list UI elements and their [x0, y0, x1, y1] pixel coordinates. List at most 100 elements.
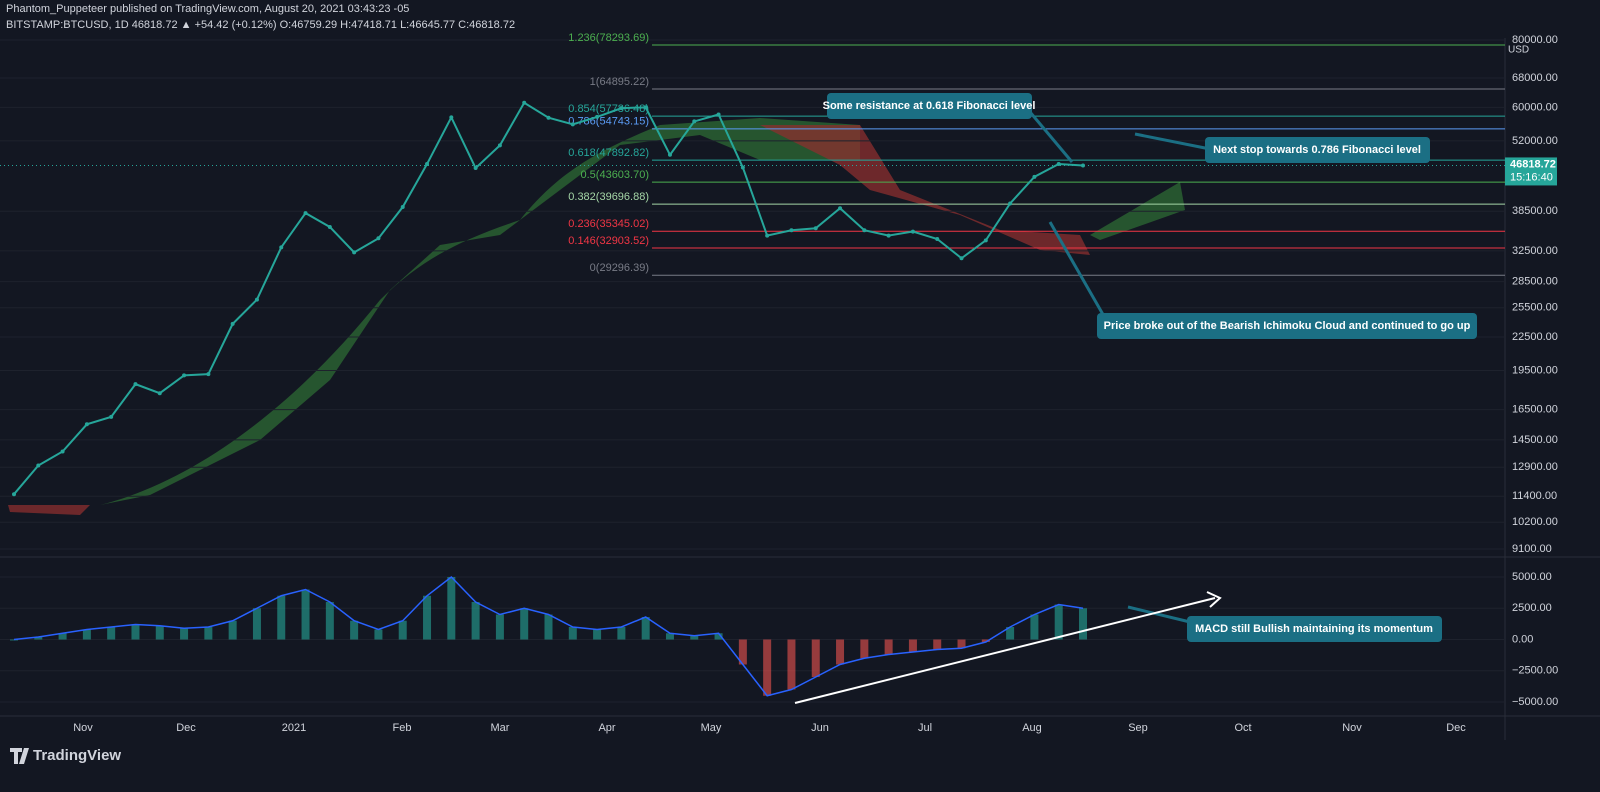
macd-bar	[544, 614, 553, 640]
macd-bar	[908, 639, 917, 652]
price-point	[983, 238, 988, 243]
last-price-box	[1505, 157, 1557, 186]
last-price-label: 46818.72	[1510, 158, 1556, 170]
price-point	[643, 105, 648, 110]
price-point	[522, 100, 527, 105]
macd-bar	[568, 627, 577, 640]
macd-bar	[957, 639, 966, 649]
annotation-pointer	[1028, 111, 1074, 163]
macd-bar	[665, 633, 674, 640]
macd-bar	[690, 635, 699, 640]
x-tick-label: Oct	[1234, 722, 1251, 734]
macd-bar	[1030, 614, 1039, 640]
fib-label: 0.236(35345.02)	[568, 218, 649, 230]
y-tick-label: 32500.00	[1512, 245, 1558, 257]
price-point	[376, 236, 381, 241]
price-point	[206, 372, 211, 377]
price-point	[813, 226, 818, 231]
macd-bar	[34, 637, 43, 640]
annotation-pointer	[1127, 605, 1191, 624]
countdown: 15:16:40	[1510, 171, 1553, 183]
macd-bar	[180, 628, 189, 640]
x-tick-label: 2021	[282, 722, 306, 734]
macd-bar	[398, 620, 407, 640]
macd-bar	[1079, 608, 1087, 640]
macd-bar	[325, 602, 334, 640]
y-tick-label: 2500.00	[1512, 602, 1552, 614]
annotation: Price broke out of the Bearish Ichimoku …	[1104, 320, 1471, 332]
price-point	[619, 106, 624, 111]
x-tick-label: Mar	[491, 722, 510, 734]
y-tick-label: 0.00	[1512, 633, 1533, 645]
macd-bar	[277, 595, 286, 640]
price-point	[667, 152, 672, 157]
price-point	[546, 115, 551, 120]
macd-bar	[252, 608, 261, 640]
price-point	[182, 373, 187, 378]
macd-bar	[763, 639, 772, 696]
macd-bar	[1006, 627, 1015, 640]
y-tick-label: 5000.00	[1512, 571, 1552, 583]
price-point	[935, 236, 940, 241]
annotation: MACD still Bullish maintaining its momen…	[1195, 623, 1433, 635]
price-point	[133, 382, 138, 387]
macd-bar	[423, 595, 432, 640]
macd-bar	[471, 602, 480, 640]
macd-bar	[884, 639, 893, 655]
price-point	[327, 224, 332, 229]
price-point	[303, 211, 308, 216]
price-point	[1032, 174, 1037, 179]
macd-bar	[10, 639, 18, 641]
x-tick-label: Aug	[1022, 722, 1042, 734]
price-point	[230, 321, 235, 326]
y-tick-label: 11400.00	[1512, 490, 1557, 502]
macd-bar	[155, 625, 164, 640]
price-point	[449, 115, 454, 120]
price-point	[473, 166, 478, 171]
price-point	[497, 143, 502, 148]
y-tick-label: 38500.00	[1512, 205, 1558, 217]
price-point	[765, 233, 770, 238]
price-point	[109, 414, 114, 419]
annotation-pointer	[1048, 221, 1107, 319]
price-point	[254, 297, 259, 302]
x-tick-label: Apr	[598, 722, 615, 734]
y-tick-label: 52000.00	[1512, 135, 1558, 147]
y-tick-label: 10200.00	[1512, 516, 1558, 528]
macd-bar	[228, 620, 237, 640]
price-point	[716, 112, 721, 117]
price-point	[886, 233, 891, 238]
ichimoku-cloud-bearish	[760, 125, 1090, 255]
price-point	[570, 122, 575, 127]
price-unit: USD	[1508, 45, 1529, 56]
price-point	[157, 391, 162, 396]
price-point	[12, 492, 16, 497]
y-tick-label: −5000.00	[1512, 696, 1558, 708]
price-point	[595, 114, 600, 119]
y-tick-label: 22500.00	[1512, 331, 1558, 343]
price-point	[84, 422, 89, 427]
logo-text: TradingView	[33, 747, 121, 764]
price-point	[36, 463, 41, 468]
macd-bar	[520, 608, 529, 640]
price-point	[692, 119, 697, 124]
fib-label: 0(29296.39)	[590, 262, 649, 274]
x-tick-label: Jun	[811, 722, 829, 734]
fib-label: 0.618(47892.82)	[568, 147, 649, 159]
macd-bar	[131, 624, 140, 640]
x-tick-label: Sep	[1128, 722, 1148, 734]
y-tick-label: 16500.00	[1512, 404, 1558, 416]
macd-bar	[714, 633, 723, 640]
fib-label: 0.5(43603.70)	[581, 169, 650, 181]
price-point	[1008, 201, 1013, 206]
fib-label: 0.382(39696.88)	[568, 191, 649, 203]
price-point	[789, 228, 794, 233]
price-point	[959, 256, 964, 261]
x-tick-label: Dec	[176, 722, 196, 734]
y-tick-label: 14500.00	[1512, 434, 1558, 446]
macd-bar	[617, 627, 626, 640]
y-tick-label: 80000.00	[1512, 34, 1558, 46]
x-tick-label: Dec	[1446, 722, 1466, 734]
price-point	[910, 229, 915, 234]
